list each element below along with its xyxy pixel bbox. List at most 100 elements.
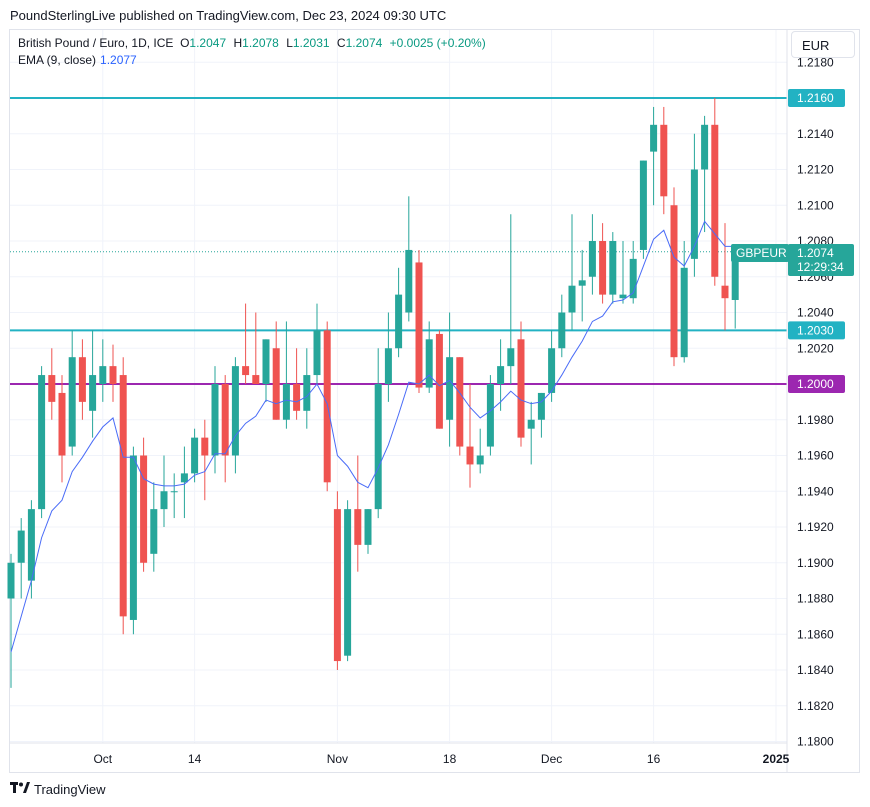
candle-down (599, 223, 607, 304)
candle-body (313, 330, 321, 376)
candle-body (221, 384, 229, 456)
candle-body (405, 249, 413, 313)
candle-body (558, 312, 566, 349)
price-tick-label: 1.2180 (797, 55, 834, 69)
candle-body (99, 366, 107, 384)
ema-legend[interactable]: EMA (9, close) 1.2077 (18, 53, 137, 67)
candle-body (619, 294, 627, 299)
candle-down (109, 344, 117, 402)
candle-up (619, 241, 627, 304)
candle-up (17, 518, 25, 599)
candle-body (395, 294, 403, 349)
candle-down (660, 106, 668, 215)
candle-up (578, 249, 586, 322)
candle-body (548, 348, 556, 393)
candle-body (497, 366, 505, 384)
candle-down (517, 321, 525, 447)
price-tick-label: 1.1920 (797, 520, 834, 534)
candle-up (150, 482, 158, 572)
publisher-line: PoundSterlingLive published on TradingVi… (10, 8, 447, 23)
low-value: 1.2031 (292, 36, 330, 50)
price-tick-label: 1.1800 (797, 735, 834, 749)
candle-up (68, 330, 76, 456)
candle-body (293, 384, 301, 411)
candle-up (476, 428, 484, 474)
candle-down (711, 98, 719, 286)
candle-up (405, 196, 413, 322)
candle-down (48, 348, 56, 420)
candle-body (701, 124, 709, 170)
candle-body (78, 357, 86, 402)
candle-down (721, 223, 729, 331)
candle-up (395, 267, 403, 358)
candle-body (140, 455, 148, 563)
symbol-label-bg (731, 244, 789, 262)
high-label: H (233, 36, 243, 50)
change-value: +0.0025 (+0.20%) (389, 36, 486, 50)
candle-body (129, 455, 137, 620)
last-price-value: 1.2074 (797, 246, 834, 260)
candle-body (650, 124, 658, 152)
candle-body (323, 330, 331, 483)
candle-up (588, 214, 596, 295)
price-tick-label: 1.2020 (797, 341, 834, 355)
candle-body (303, 375, 311, 411)
candle-body (456, 357, 464, 447)
candle-body (731, 251, 739, 300)
candle-up (639, 160, 647, 259)
candle-up (384, 312, 392, 402)
horizontal-line-label: 1.2030 (797, 323, 834, 337)
ema-label: EMA (9, close) (18, 53, 97, 67)
candle-body (160, 491, 168, 510)
candle-up (27, 500, 35, 599)
symbol-label: GBPEUR (736, 246, 787, 260)
high-value: 1.2078 (242, 36, 279, 50)
price-tick-label: 1.1900 (797, 556, 834, 570)
candle-down (333, 491, 341, 670)
ema-line (10, 220, 736, 653)
candle-down (456, 357, 464, 456)
symbol-legend: British Pound / Euro, 1D, ICE O1.2047 H1… (18, 36, 490, 50)
candle-up (99, 339, 107, 402)
candle-down (670, 187, 678, 367)
open-label: O (180, 36, 190, 50)
candle-down (293, 348, 301, 420)
candle-down (221, 375, 229, 483)
currency-button[interactable]: EUR (791, 31, 855, 58)
chart-frame (9, 29, 860, 773)
candle-up (231, 357, 239, 474)
price-tick-label: 1.1840 (797, 663, 834, 677)
candle-body (609, 241, 617, 295)
candle-up (650, 106, 658, 206)
candle-body (537, 392, 545, 420)
tradingview-logo-icon (10, 781, 30, 797)
candle-up (527, 401, 535, 465)
candle-body (17, 530, 25, 563)
candle-up (211, 366, 219, 474)
candle-body (201, 437, 209, 456)
horizontal-line-label-bg (788, 375, 845, 393)
candle-down (354, 455, 362, 572)
candle-body (231, 366, 239, 456)
time-tick-label: Oct (93, 752, 112, 766)
price-tick-label: 1.1960 (797, 449, 834, 463)
candle-body (639, 160, 647, 250)
candle-up (282, 321, 290, 429)
tradingview-footer[interactable]: TradingView (10, 781, 106, 797)
time-tick-label: 16 (647, 752, 661, 766)
horizontal-line-label-bg (788, 89, 845, 107)
candle-body (38, 375, 46, 510)
candle-body (119, 375, 127, 617)
candle-up (548, 330, 556, 402)
close-value: 1.2074 (345, 36, 383, 50)
candle-down (58, 375, 66, 483)
candle-up (313, 303, 321, 384)
price-tick-label: 1.1940 (797, 484, 834, 498)
time-tick-label: 18 (443, 752, 457, 766)
price-tick-label: 1.1880 (797, 592, 834, 606)
candle-body (680, 267, 688, 358)
candle-body (466, 446, 474, 465)
candle-up (180, 446, 188, 519)
